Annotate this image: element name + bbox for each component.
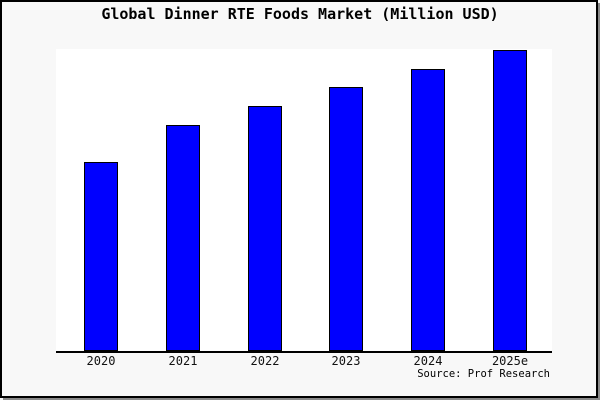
bar-2021 [166,125,200,351]
plot-area [56,49,552,353]
x-tick-label-2023: 2023 [331,354,361,368]
x-tick-label-2020: 2020 [86,354,116,368]
bar-2020 [84,162,118,351]
source-note: Source: Prof Research [417,368,550,380]
x-tick-label-2021: 2021 [168,354,198,368]
bar-2025e [493,50,527,351]
bar-2022 [248,106,282,351]
bar-2023 [329,87,363,351]
bar-2024 [411,69,445,351]
x-tick-label-2024: 2024 [413,354,443,368]
x-tick-label-2022: 2022 [250,354,280,368]
x-tick-label-2025e: 2025e [491,354,529,368]
chart-title: Global Dinner RTE Foods Market (Million … [101,5,499,23]
